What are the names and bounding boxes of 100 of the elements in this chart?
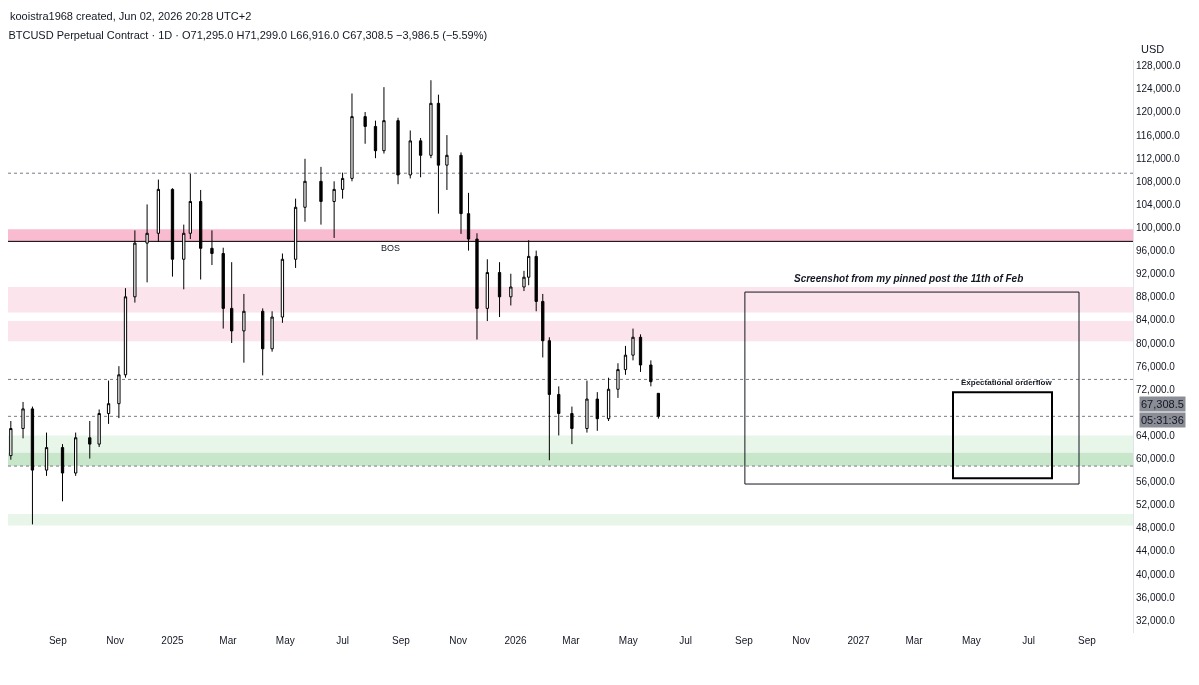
- y-tick-label: 76,000.0: [1136, 360, 1176, 372]
- x-tick-label: Mar: [562, 635, 581, 646]
- candlestick: [332, 180, 336, 239]
- x-tick-label: Nov: [449, 635, 468, 646]
- x-tick-label: 2027: [847, 635, 871, 646]
- y-tick-label: 36,000.0: [1136, 591, 1176, 603]
- y-tick-label: 120,000.0: [1136, 106, 1181, 118]
- y-tick-label: 40,000.0: [1136, 568, 1176, 580]
- ref-line-label: BOS: [381, 243, 401, 253]
- y-tick-label: 80,000.0: [1136, 337, 1176, 349]
- y-tick-label: 60,000.0: [1136, 453, 1176, 465]
- y-tick-label: 124,000.0: [1136, 83, 1181, 95]
- candlestick: [557, 385, 561, 436]
- candlestick: [242, 293, 246, 364]
- annotation: Screenshot from my pinned post the 11th of Feb: [794, 273, 1024, 284]
- x-tick-label: Jul: [1022, 635, 1036, 646]
- y-tick-label: 96,000.0: [1136, 245, 1176, 257]
- x-tick-label: May: [961, 635, 981, 646]
- candlestick: [270, 310, 274, 353]
- candlestick: [547, 336, 551, 461]
- x-tick-label: Sep: [735, 635, 754, 646]
- x-tick-label: May: [275, 635, 295, 646]
- candlestick: [616, 362, 620, 399]
- x-tick-label: Sep: [391, 635, 411, 646]
- candlestick: [396, 117, 400, 185]
- candlestick: [497, 261, 502, 318]
- candlestick: [408, 129, 412, 179]
- candlestick: [534, 250, 538, 312]
- y-tick-label: 112,000.0: [1136, 152, 1181, 164]
- candlestick: [429, 79, 433, 159]
- y-tick-label: 52,000.0: [1136, 499, 1176, 511]
- candlestick: [60, 443, 65, 502]
- candlestick: [280, 253, 285, 324]
- candlestick: [459, 151, 463, 235]
- candlestick: [485, 258, 489, 322]
- x-tick-label: Nov: [106, 635, 125, 646]
- y-tick-label: 44,000.0: [1136, 545, 1176, 557]
- x-tick-label: Mar: [219, 635, 238, 646]
- x-tick-label: 2026: [504, 635, 528, 646]
- annotation: Expectational orderflow: [961, 378, 1053, 387]
- y-tick-label: 100,000.0: [1136, 222, 1181, 234]
- candlestick: [606, 377, 611, 422]
- text: 05:31:36: [1141, 414, 1184, 426]
- candlestick: [373, 120, 378, 159]
- candlestick: [418, 137, 423, 178]
- candlestick: [44, 432, 49, 477]
- x-tick-label: Sep: [1078, 635, 1097, 646]
- candlestick: [382, 86, 386, 155]
- y-tick-label: 104,000.0: [1136, 198, 1181, 210]
- candlestick: [363, 111, 367, 145]
- candlestick: [88, 420, 92, 460]
- y-tick-label: 128,000.0: [1136, 60, 1181, 72]
- x-tick-label: Sep: [48, 635, 68, 646]
- candlestick: [340, 172, 345, 200]
- candlestick: [656, 392, 661, 420]
- candlestick: [117, 365, 121, 419]
- y-tick-label: 108,000.0: [1136, 175, 1181, 187]
- candlestick: [9, 420, 13, 461]
- y-tick-label: 92,000.0: [1136, 268, 1176, 280]
- y-tick-label: 56,000.0: [1136, 476, 1176, 488]
- x-tick-label: 2025: [161, 635, 185, 646]
- candlestick: [188, 173, 192, 240]
- y-tick-label: 84,000.0: [1136, 314, 1176, 326]
- x-tick-label: Jul: [336, 635, 349, 646]
- candlestick: [30, 406, 35, 525]
- candlestick: [221, 247, 225, 330]
- candlestick: [303, 158, 307, 223]
- candlestick: [97, 408, 101, 448]
- candlestick: [585, 380, 589, 434]
- x-tick-label: Jul: [679, 635, 693, 646]
- y-tick-label: 116,000.0: [1136, 129, 1181, 141]
- y-tick-label: 88,000.0: [1136, 291, 1176, 303]
- candlestick: [649, 359, 653, 387]
- candlestick: [230, 261, 234, 344]
- candlestick: [638, 333, 643, 373]
- candlestick: [21, 401, 25, 439]
- candlestick: [106, 380, 111, 425]
- candlestick: [623, 345, 628, 376]
- candlestick: [436, 94, 441, 215]
- y-tick-label: 64,000.0: [1136, 429, 1176, 441]
- x-tick-label: Nov: [792, 635, 811, 646]
- x-tick-label: May: [618, 635, 638, 646]
- candlestick: [631, 328, 635, 361]
- candlestick: [123, 287, 128, 379]
- chart-title: BTCUSD Perpetual Contract · 1D · O71,295.0 H71,299.0 L66,916.0 C67,308.5 −3,986.5 (−5.59%): [8, 28, 488, 41]
- candlestick: [509, 273, 513, 306]
- y-axis-title: USD: [1141, 43, 1165, 55]
- candlestick: [319, 166, 323, 226]
- y-tick-label: 72,000.0: [1136, 383, 1176, 395]
- candlestick: [541, 293, 545, 358]
- candlestick: [570, 406, 574, 445]
- candlestick: [445, 134, 449, 191]
- candlestick: [74, 432, 78, 477]
- y-tick-label: 48,000.0: [1136, 522, 1176, 534]
- candlestick: [350, 93, 354, 182]
- x-tick-label: Mar: [905, 635, 924, 646]
- candlestick: [261, 307, 265, 376]
- y-tick-label: 32,000.0: [1136, 614, 1176, 626]
- candlestick: [595, 391, 599, 432]
- text: 67,308.5: [1141, 398, 1184, 410]
